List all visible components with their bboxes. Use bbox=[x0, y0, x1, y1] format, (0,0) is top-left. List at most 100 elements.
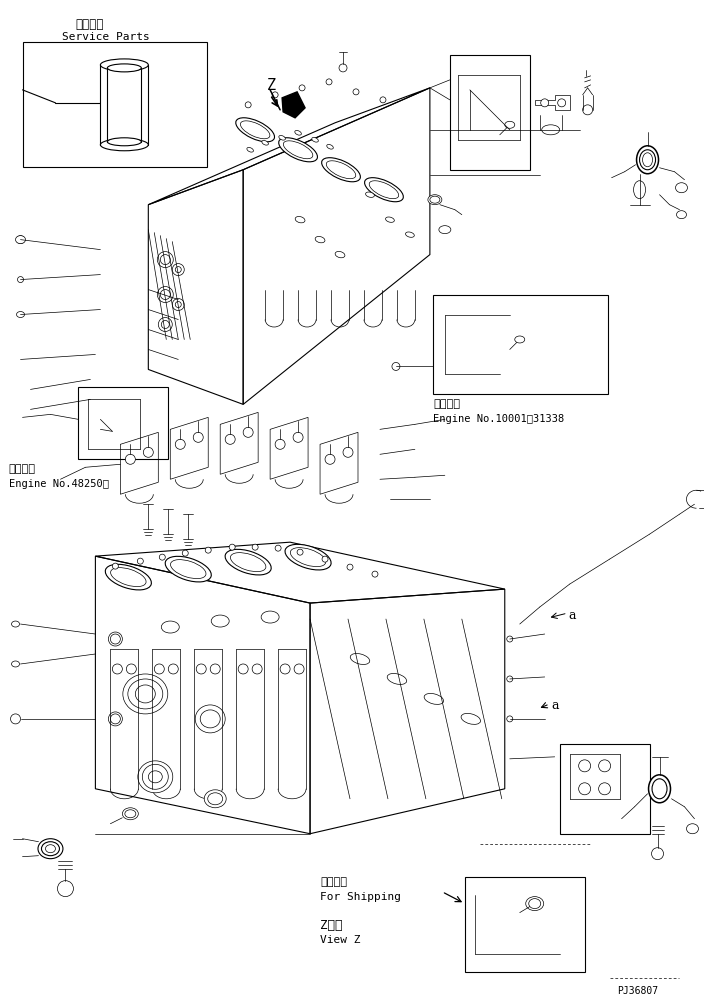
Ellipse shape bbox=[45, 845, 56, 853]
Ellipse shape bbox=[439, 226, 451, 234]
Bar bbox=[450, 55, 529, 170]
Ellipse shape bbox=[279, 136, 286, 140]
Circle shape bbox=[205, 547, 211, 553]
Circle shape bbox=[252, 664, 262, 674]
Circle shape bbox=[579, 783, 591, 795]
Text: a: a bbox=[551, 699, 558, 712]
Ellipse shape bbox=[235, 118, 274, 142]
Circle shape bbox=[299, 85, 305, 91]
Circle shape bbox=[112, 664, 123, 674]
Text: For Shipping: For Shipping bbox=[320, 892, 401, 902]
Ellipse shape bbox=[526, 897, 544, 911]
Circle shape bbox=[392, 363, 400, 371]
Circle shape bbox=[137, 558, 143, 564]
Circle shape bbox=[126, 664, 136, 674]
Polygon shape bbox=[282, 92, 305, 118]
Ellipse shape bbox=[107, 138, 141, 146]
Circle shape bbox=[339, 64, 347, 72]
Text: 適用号機: 適用号機 bbox=[8, 465, 35, 475]
Ellipse shape bbox=[634, 181, 646, 199]
Ellipse shape bbox=[364, 178, 403, 202]
Ellipse shape bbox=[11, 621, 20, 627]
Circle shape bbox=[252, 544, 258, 550]
Circle shape bbox=[157, 287, 173, 303]
Ellipse shape bbox=[366, 192, 374, 198]
Circle shape bbox=[193, 433, 203, 443]
Ellipse shape bbox=[529, 899, 541, 909]
Circle shape bbox=[558, 99, 565, 107]
Ellipse shape bbox=[515, 336, 525, 343]
Ellipse shape bbox=[135, 685, 155, 703]
Ellipse shape bbox=[386, 217, 394, 223]
Circle shape bbox=[245, 102, 251, 108]
Ellipse shape bbox=[123, 674, 168, 714]
Ellipse shape bbox=[100, 139, 148, 151]
Ellipse shape bbox=[125, 810, 136, 818]
Circle shape bbox=[183, 550, 188, 556]
Bar bbox=[78, 388, 168, 460]
Circle shape bbox=[159, 318, 172, 332]
Bar bbox=[560, 744, 649, 834]
Circle shape bbox=[111, 714, 121, 724]
Circle shape bbox=[225, 435, 235, 445]
Text: 運搜部品: 運搜部品 bbox=[320, 877, 347, 887]
Circle shape bbox=[651, 848, 663, 860]
Ellipse shape bbox=[677, 211, 687, 219]
Circle shape bbox=[160, 255, 171, 265]
Text: PJ36807: PJ36807 bbox=[618, 986, 658, 996]
Text: a: a bbox=[568, 609, 575, 622]
Ellipse shape bbox=[231, 552, 266, 571]
Circle shape bbox=[176, 440, 185, 450]
Text: Z: Z bbox=[267, 78, 276, 93]
Circle shape bbox=[243, 428, 253, 438]
Ellipse shape bbox=[312, 138, 319, 142]
Circle shape bbox=[326, 79, 332, 85]
Circle shape bbox=[347, 564, 353, 570]
Ellipse shape bbox=[128, 679, 163, 709]
Ellipse shape bbox=[290, 547, 326, 566]
Ellipse shape bbox=[247, 148, 253, 152]
Circle shape bbox=[599, 783, 611, 795]
Circle shape bbox=[541, 99, 548, 107]
Circle shape bbox=[154, 664, 164, 674]
Ellipse shape bbox=[16, 236, 25, 244]
Ellipse shape bbox=[204, 790, 226, 808]
Ellipse shape bbox=[161, 621, 179, 633]
Ellipse shape bbox=[200, 710, 220, 728]
Circle shape bbox=[172, 299, 184, 311]
Circle shape bbox=[176, 302, 181, 308]
Circle shape bbox=[109, 712, 123, 726]
Ellipse shape bbox=[42, 842, 59, 856]
Circle shape bbox=[372, 571, 378, 577]
Ellipse shape bbox=[405, 232, 415, 238]
Circle shape bbox=[172, 264, 184, 276]
Circle shape bbox=[507, 716, 513, 722]
Circle shape bbox=[112, 563, 118, 569]
Ellipse shape bbox=[123, 808, 138, 820]
Circle shape bbox=[343, 448, 353, 458]
Ellipse shape bbox=[639, 150, 656, 170]
Ellipse shape bbox=[642, 153, 653, 167]
Ellipse shape bbox=[541, 125, 560, 135]
Circle shape bbox=[280, 664, 290, 674]
Circle shape bbox=[507, 676, 513, 682]
Ellipse shape bbox=[461, 713, 481, 724]
Circle shape bbox=[275, 440, 285, 450]
Ellipse shape bbox=[195, 705, 225, 733]
Ellipse shape bbox=[295, 131, 301, 135]
Circle shape bbox=[322, 556, 328, 562]
Circle shape bbox=[275, 545, 281, 551]
Ellipse shape bbox=[138, 761, 173, 793]
Text: Z　視: Z 視 bbox=[320, 919, 343, 932]
Bar bbox=[465, 877, 584, 971]
Ellipse shape bbox=[335, 252, 345, 258]
Circle shape bbox=[196, 664, 207, 674]
Ellipse shape bbox=[148, 771, 162, 783]
Circle shape bbox=[229, 544, 235, 550]
Bar bbox=[23, 42, 207, 167]
Ellipse shape bbox=[430, 196, 440, 203]
Circle shape bbox=[125, 455, 135, 465]
Circle shape bbox=[579, 760, 591, 772]
Ellipse shape bbox=[326, 161, 356, 179]
Ellipse shape bbox=[387, 673, 407, 684]
